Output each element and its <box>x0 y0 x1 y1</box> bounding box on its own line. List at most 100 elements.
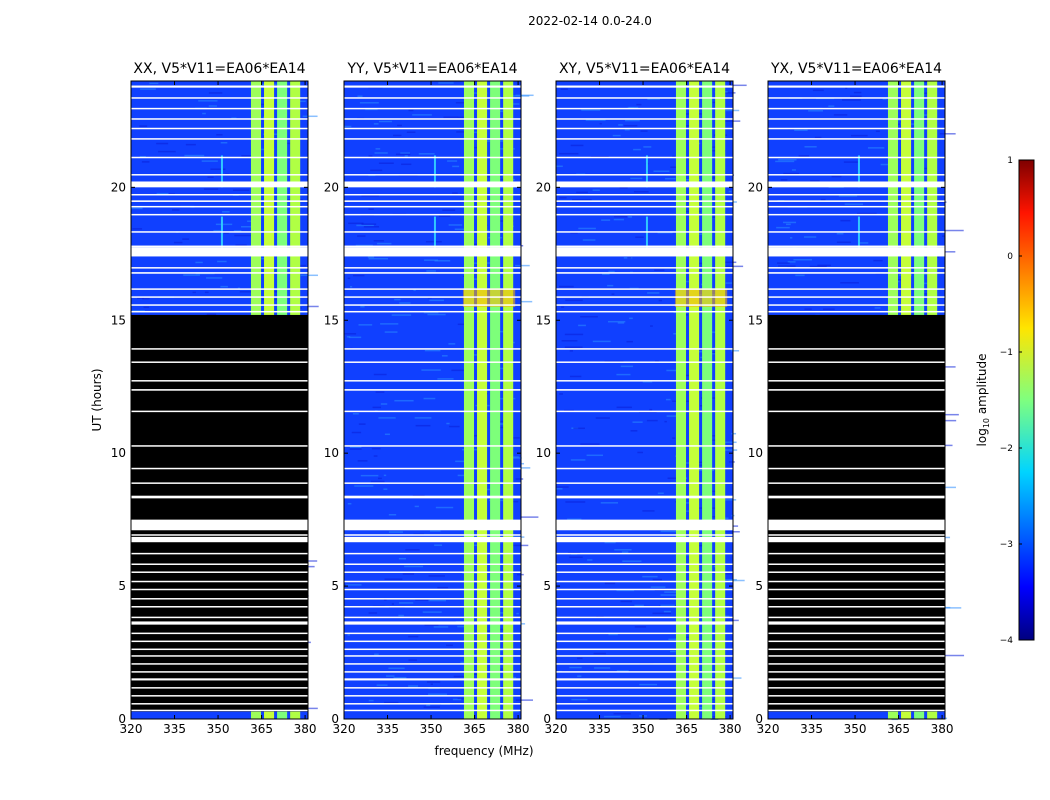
noise-speck <box>595 417 610 419</box>
noise-speck <box>137 297 144 299</box>
noise-speck <box>185 143 196 146</box>
noise-speck <box>452 165 460 168</box>
data-gap-row <box>556 267 733 269</box>
data-gap-row <box>344 205 521 208</box>
noise-speck <box>594 667 611 669</box>
noise-speck <box>398 614 404 617</box>
noise-speck <box>173 241 183 244</box>
noise-speck <box>426 704 431 707</box>
noise-speck <box>560 88 568 90</box>
rfi-channel-band <box>503 81 514 719</box>
data-gap-row <box>344 361 521 363</box>
data-gap-row <box>556 410 733 413</box>
noise-speck <box>368 208 374 210</box>
colorbar-tick-label: −2 <box>1000 444 1013 454</box>
noise-speck <box>793 258 813 261</box>
noise-speck <box>361 223 377 225</box>
data-gap-row <box>131 380 308 382</box>
noise-speck <box>944 654 965 657</box>
noise-speck <box>375 391 385 393</box>
noise-speck <box>367 256 375 258</box>
data-gap-row <box>768 495 945 499</box>
data-gap-row <box>344 552 521 555</box>
data-gap-row <box>768 304 945 306</box>
data-gap-row <box>344 272 521 274</box>
noise-speck <box>438 215 451 218</box>
data-gap-row <box>768 663 945 665</box>
noise-speck <box>604 360 624 363</box>
noise-speck <box>374 653 379 656</box>
data-gap-row <box>131 127 308 130</box>
figure-title: 2022-02-14 0.0-24.0 <box>528 14 652 28</box>
data-gap-row <box>556 621 733 625</box>
noise-speck <box>559 285 574 288</box>
noise-speck <box>569 666 582 669</box>
noise-speck <box>397 124 402 127</box>
panel-frame <box>130 80 309 720</box>
noise-speck <box>833 114 848 116</box>
noise-speck <box>582 239 596 241</box>
noise-speck <box>707 331 719 333</box>
noise-speck <box>359 102 379 104</box>
noise-speck <box>715 92 736 94</box>
noise-speck <box>512 676 517 679</box>
noise-speck <box>620 600 632 603</box>
data-gap-row <box>556 205 733 208</box>
noise-speck <box>666 415 680 417</box>
noise-speck <box>672 155 676 158</box>
noise-speck <box>449 425 460 428</box>
noise-speck <box>405 549 420 551</box>
noise-speck <box>732 677 742 679</box>
noise-speck <box>207 176 214 178</box>
noise-speck <box>728 579 745 582</box>
data-gap-row <box>768 85 945 88</box>
data-gap-row <box>344 671 521 673</box>
noise-speck <box>944 229 964 232</box>
noise-speck <box>578 324 586 327</box>
data-gap-row <box>556 348 733 350</box>
rfi-channel-band <box>463 81 475 719</box>
noise-speck <box>778 158 797 161</box>
data-gap-row <box>131 695 308 697</box>
noise-speck <box>620 365 634 368</box>
noise-speck <box>685 280 689 283</box>
noise-speck <box>300 274 318 277</box>
data-gap-row <box>344 703 521 705</box>
noise-speck <box>643 146 652 148</box>
noise-speck <box>660 604 675 607</box>
x-tick-label: 365 <box>887 722 910 736</box>
noise-speck <box>434 544 442 546</box>
noise-speck <box>415 424 431 427</box>
y-tick-label: 5 <box>331 579 339 593</box>
data-gap-row <box>768 648 945 651</box>
data-gap-row <box>768 588 945 591</box>
noise-speck <box>840 219 851 222</box>
noise-speck <box>563 409 574 412</box>
colorbar-tick-label: −1 <box>1000 348 1013 358</box>
noise-speck <box>441 355 448 357</box>
panel-frame <box>767 80 946 720</box>
rfi-channel-band <box>914 711 925 719</box>
noise-speck <box>234 234 255 237</box>
noise-speck <box>373 373 387 376</box>
noise-speck <box>785 223 791 226</box>
data-gap-row <box>556 389 733 391</box>
data-gap-row <box>556 304 733 306</box>
data-gap-row <box>344 380 521 382</box>
x-tick-label: 380 <box>931 722 954 736</box>
data-gap-row <box>344 138 521 140</box>
noise-speck <box>141 161 150 163</box>
data-gap-row <box>768 671 945 673</box>
data-gap-row <box>344 348 521 350</box>
data-gap-row <box>344 709 521 712</box>
noise-speck <box>466 654 485 656</box>
noise-speck <box>357 95 363 98</box>
noise-speck <box>718 261 737 264</box>
data-gap-row <box>344 445 521 447</box>
data-gap-row <box>131 616 308 619</box>
noise-speck <box>660 530 678 533</box>
noise-speck <box>457 474 468 477</box>
noise-speck <box>637 451 643 454</box>
noise-speck <box>585 119 606 121</box>
rfi-channel-band <box>264 711 275 719</box>
